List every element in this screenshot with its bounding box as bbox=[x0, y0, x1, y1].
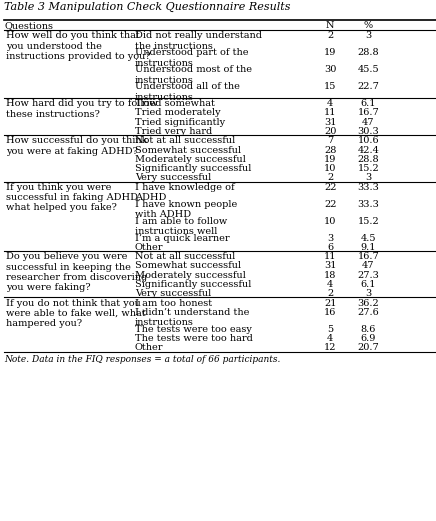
Text: 31: 31 bbox=[324, 118, 337, 127]
Text: 31: 31 bbox=[324, 262, 337, 270]
Text: I’m a quick learner: I’m a quick learner bbox=[135, 233, 229, 243]
Text: Moderately successful: Moderately successful bbox=[135, 155, 245, 164]
Text: Not at all successful: Not at all successful bbox=[135, 137, 235, 145]
Text: 22.7: 22.7 bbox=[358, 82, 379, 91]
Text: The tests were too easy: The tests were too easy bbox=[135, 325, 252, 334]
Text: 19: 19 bbox=[324, 48, 337, 57]
Text: 4: 4 bbox=[327, 280, 334, 289]
Text: 33.3: 33.3 bbox=[358, 183, 379, 192]
Text: 5: 5 bbox=[327, 325, 334, 334]
Text: How well do you think that
you understood the
instructions provided to you?: How well do you think that you understoo… bbox=[6, 31, 151, 61]
Text: 4: 4 bbox=[327, 334, 334, 343]
Text: If you think you were
successful in faking ADHD,
what helped you fake?: If you think you were successful in faki… bbox=[6, 183, 141, 213]
Text: 6.9: 6.9 bbox=[361, 334, 376, 343]
Text: 15.2: 15.2 bbox=[358, 164, 379, 173]
Text: Somewhat successful: Somewhat successful bbox=[135, 262, 241, 270]
Text: 6.1: 6.1 bbox=[361, 280, 376, 289]
Text: 3: 3 bbox=[327, 233, 334, 243]
Text: Tried moderately: Tried moderately bbox=[135, 108, 220, 117]
Text: 33.3: 33.3 bbox=[358, 200, 379, 208]
Text: 20.7: 20.7 bbox=[358, 343, 379, 352]
Text: Not at all successful: Not at all successful bbox=[135, 252, 235, 261]
Text: 10.6: 10.6 bbox=[358, 137, 379, 145]
Text: 47: 47 bbox=[362, 118, 375, 127]
Text: 27.3: 27.3 bbox=[358, 271, 379, 280]
Text: Other: Other bbox=[135, 243, 163, 252]
Text: %: % bbox=[364, 21, 373, 30]
Text: How hard did you try to follow
these instructions?: How hard did you try to follow these ins… bbox=[6, 99, 158, 119]
Text: 22: 22 bbox=[324, 183, 337, 192]
Text: Tried somewhat: Tried somewhat bbox=[135, 99, 215, 108]
Text: Moderately successful: Moderately successful bbox=[135, 271, 245, 280]
Text: 9.1: 9.1 bbox=[361, 243, 376, 252]
Text: 11: 11 bbox=[324, 252, 337, 261]
Text: N: N bbox=[326, 21, 334, 30]
Text: 15: 15 bbox=[324, 82, 337, 91]
Text: Significantly successful: Significantly successful bbox=[135, 280, 251, 289]
Text: Tried very hard: Tried very hard bbox=[135, 127, 212, 136]
Text: 2: 2 bbox=[327, 289, 334, 298]
Text: 47: 47 bbox=[362, 262, 375, 270]
Text: 28.8: 28.8 bbox=[358, 48, 379, 57]
Text: 4: 4 bbox=[327, 99, 334, 108]
Text: 16.7: 16.7 bbox=[358, 108, 379, 117]
Text: 12: 12 bbox=[324, 343, 337, 352]
Text: 8.6: 8.6 bbox=[361, 325, 376, 334]
Text: Understood all of the
instructions: Understood all of the instructions bbox=[135, 82, 240, 102]
Text: 45.5: 45.5 bbox=[358, 65, 379, 74]
Text: How successful do you think
you were at faking ADHD?: How successful do you think you were at … bbox=[6, 137, 148, 156]
Text: 19: 19 bbox=[324, 155, 337, 164]
Text: 28.8: 28.8 bbox=[358, 155, 379, 164]
Text: 7: 7 bbox=[327, 137, 334, 145]
Text: I am able to follow
instructions well: I am able to follow instructions well bbox=[135, 217, 227, 236]
Text: Somewhat successful: Somewhat successful bbox=[135, 145, 241, 155]
Text: If you do not think that you
were able to fake well, what
hampered you?: If you do not think that you were able t… bbox=[6, 299, 146, 328]
Text: 10: 10 bbox=[324, 164, 337, 173]
Text: I didn’t understand the
instructions: I didn’t understand the instructions bbox=[135, 308, 249, 327]
Text: Do you believe you were
successful in keeping the
researcher from discovering
yo: Do you believe you were successful in ke… bbox=[6, 252, 147, 292]
Text: 30: 30 bbox=[324, 65, 337, 74]
Text: 27.6: 27.6 bbox=[358, 308, 379, 317]
Text: 4.5: 4.5 bbox=[361, 233, 376, 243]
Text: 36.2: 36.2 bbox=[358, 299, 379, 307]
Text: Very successful: Very successful bbox=[135, 289, 211, 298]
Text: 18: 18 bbox=[324, 271, 337, 280]
Text: Understood part of the
instructions: Understood part of the instructions bbox=[135, 48, 248, 68]
Text: 6.1: 6.1 bbox=[361, 99, 376, 108]
Text: Table 3 Manipulation Check Questionnaire Results: Table 3 Manipulation Check Questionnaire… bbox=[4, 2, 291, 11]
Text: 16.7: 16.7 bbox=[358, 252, 379, 261]
Text: Significantly successful: Significantly successful bbox=[135, 164, 251, 173]
Text: The tests were too hard: The tests were too hard bbox=[135, 334, 252, 343]
Text: Understood most of the
instructions: Understood most of the instructions bbox=[135, 65, 252, 84]
Text: Tried significantly: Tried significantly bbox=[135, 118, 225, 127]
Text: 22: 22 bbox=[324, 200, 337, 208]
Text: 42.4: 42.4 bbox=[358, 145, 379, 155]
Text: 10: 10 bbox=[324, 217, 337, 226]
Text: 21: 21 bbox=[324, 299, 337, 307]
Text: 2: 2 bbox=[327, 31, 334, 40]
Text: Other: Other bbox=[135, 343, 163, 352]
Text: 3: 3 bbox=[365, 289, 371, 298]
Text: 30.3: 30.3 bbox=[358, 127, 379, 136]
Text: I am too honest: I am too honest bbox=[135, 299, 212, 307]
Text: 2: 2 bbox=[327, 173, 334, 182]
Text: Did not really understand
the instructions: Did not really understand the instructio… bbox=[135, 31, 262, 51]
Text: 20: 20 bbox=[324, 127, 337, 136]
Text: 11: 11 bbox=[324, 108, 337, 117]
Text: 16: 16 bbox=[324, 308, 337, 317]
Text: Very successful: Very successful bbox=[135, 173, 211, 182]
Text: 6: 6 bbox=[327, 243, 334, 252]
Text: I have known people
with ADHD: I have known people with ADHD bbox=[135, 200, 237, 219]
Text: Questions: Questions bbox=[4, 21, 53, 30]
Text: 3: 3 bbox=[365, 31, 371, 40]
Text: I have knowledge of
ADHD: I have knowledge of ADHD bbox=[135, 183, 234, 202]
Text: 15.2: 15.2 bbox=[358, 217, 379, 226]
Text: Note. Data in the FIQ responses = a total of 66 participants.: Note. Data in the FIQ responses = a tota… bbox=[4, 355, 281, 364]
Text: 28: 28 bbox=[324, 145, 337, 155]
Text: 3: 3 bbox=[365, 173, 371, 182]
